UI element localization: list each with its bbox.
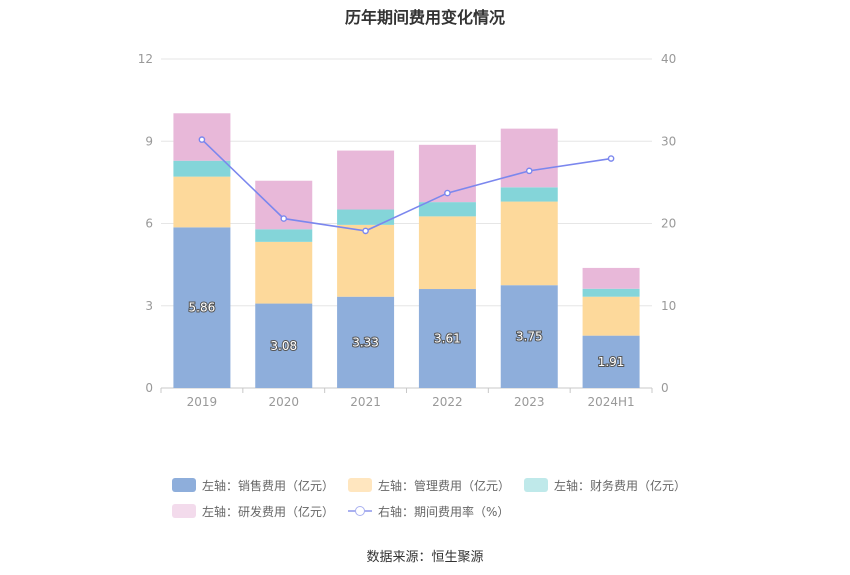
x-axis-tick-label: 2023 bbox=[514, 395, 545, 409]
bar-data-label: 3.75 bbox=[516, 330, 543, 344]
ratio-point bbox=[362, 227, 369, 235]
bar-segment-3 bbox=[500, 128, 558, 188]
legend: 左轴：销售费用（亿元） 左轴：管理费用（亿元） 左轴：财务费用（亿元） 左轴：研… bbox=[172, 472, 692, 524]
bar-segment-2 bbox=[418, 202, 476, 217]
bar-data-label: 3.61 bbox=[434, 332, 461, 346]
x-axis-tick-label: 2020 bbox=[268, 395, 299, 409]
left-axis-tick-label: 9 bbox=[145, 134, 153, 148]
right-axis-tick-label: 20 bbox=[661, 217, 676, 231]
bar-segment-2 bbox=[173, 160, 231, 177]
legend-label-ratio: 右轴：期间费用率（%） bbox=[378, 504, 510, 519]
left-axis-tick-label: 12 bbox=[138, 52, 153, 66]
legend-label-rnd: 左轴：研发费用（亿元） bbox=[202, 504, 335, 519]
legend-swatch-admin bbox=[348, 478, 373, 492]
bar-segment-0 bbox=[582, 335, 640, 388]
bar-segment-0 bbox=[337, 296, 395, 388]
x-axis-tick-label: 2022 bbox=[432, 395, 463, 409]
bar-segment-0 bbox=[500, 285, 558, 388]
ratio-point bbox=[607, 155, 615, 162]
bar-segment-0 bbox=[255, 303, 313, 388]
legend-item-sales[interactable]: 左轴：销售费用（亿元） bbox=[172, 477, 334, 494]
bar-segment-3 bbox=[337, 150, 395, 210]
x-axis-tick-label: 2024H1 bbox=[587, 395, 634, 409]
bar-segment-1 bbox=[337, 224, 395, 297]
ratio-point bbox=[198, 136, 206, 143]
ratio-point bbox=[444, 189, 451, 197]
bar-data-label: 5.86 bbox=[189, 301, 216, 315]
bar-segment-0 bbox=[173, 227, 231, 388]
legend-item-ratio[interactable]: 右轴：期间费用率（%） bbox=[348, 503, 509, 520]
bar-segment-1 bbox=[500, 201, 558, 286]
bar-segment-2 bbox=[500, 187, 558, 202]
bar-data-label: 1.91 bbox=[598, 355, 625, 369]
source-note: 数据来源：恒生聚源 bbox=[366, 550, 484, 565]
x-axis-tick-label: 2021 bbox=[350, 395, 381, 409]
bar-segment-1 bbox=[173, 176, 231, 228]
bar-segment-0 bbox=[418, 289, 476, 388]
bar-segment-2 bbox=[337, 209, 395, 225]
ratio-point bbox=[280, 215, 288, 222]
bar-segment-1 bbox=[255, 241, 313, 304]
legend-swatch-finance bbox=[524, 478, 549, 492]
legend-label-sales: 左轴：销售费用（亿元） bbox=[202, 478, 335, 493]
legend-item-finance[interactable]: 左轴：财务费用（亿元） bbox=[524, 477, 686, 494]
legend-item-admin[interactable]: 左轴：管理费用（亿元） bbox=[348, 477, 510, 494]
x-axis-tick-label: 2019 bbox=[187, 395, 218, 409]
right-axis-tick-label: 0 bbox=[661, 381, 669, 395]
ratio-point bbox=[525, 167, 533, 175]
bar-data-label: 3.33 bbox=[352, 335, 379, 349]
legend-swatch-rnd bbox=[172, 504, 196, 518]
legend-label-admin: 左轴：管理费用（亿元） bbox=[378, 478, 511, 493]
bar-segment-2 bbox=[582, 288, 640, 297]
bar-segment-3 bbox=[582, 267, 640, 289]
bar-segment-2 bbox=[255, 229, 313, 242]
legend-item-rnd[interactable]: 左轴：研发费用（亿元） bbox=[172, 503, 334, 520]
bar-data-label: 3.08 bbox=[270, 339, 297, 353]
legend-swatch-ratio bbox=[348, 504, 373, 518]
left-axis-tick-label: 6 bbox=[145, 217, 153, 231]
right-axis-tick-label: 40 bbox=[661, 52, 676, 66]
bar-segment-1 bbox=[418, 216, 476, 290]
legend-label-finance: 左轴：财务费用（亿元） bbox=[554, 478, 687, 493]
left-axis-tick-label: 3 bbox=[145, 299, 153, 313]
right-axis-tick-label: 30 bbox=[661, 134, 676, 148]
ratio-line bbox=[201, 139, 612, 232]
left-axis-tick-label: 0 bbox=[145, 381, 153, 395]
bar-segment-1 bbox=[582, 296, 640, 336]
legend-swatch-sales bbox=[172, 478, 196, 492]
right-axis-tick-label: 10 bbox=[661, 299, 676, 313]
chart-title: 历年期间费用变化情况 bbox=[344, 8, 505, 27]
